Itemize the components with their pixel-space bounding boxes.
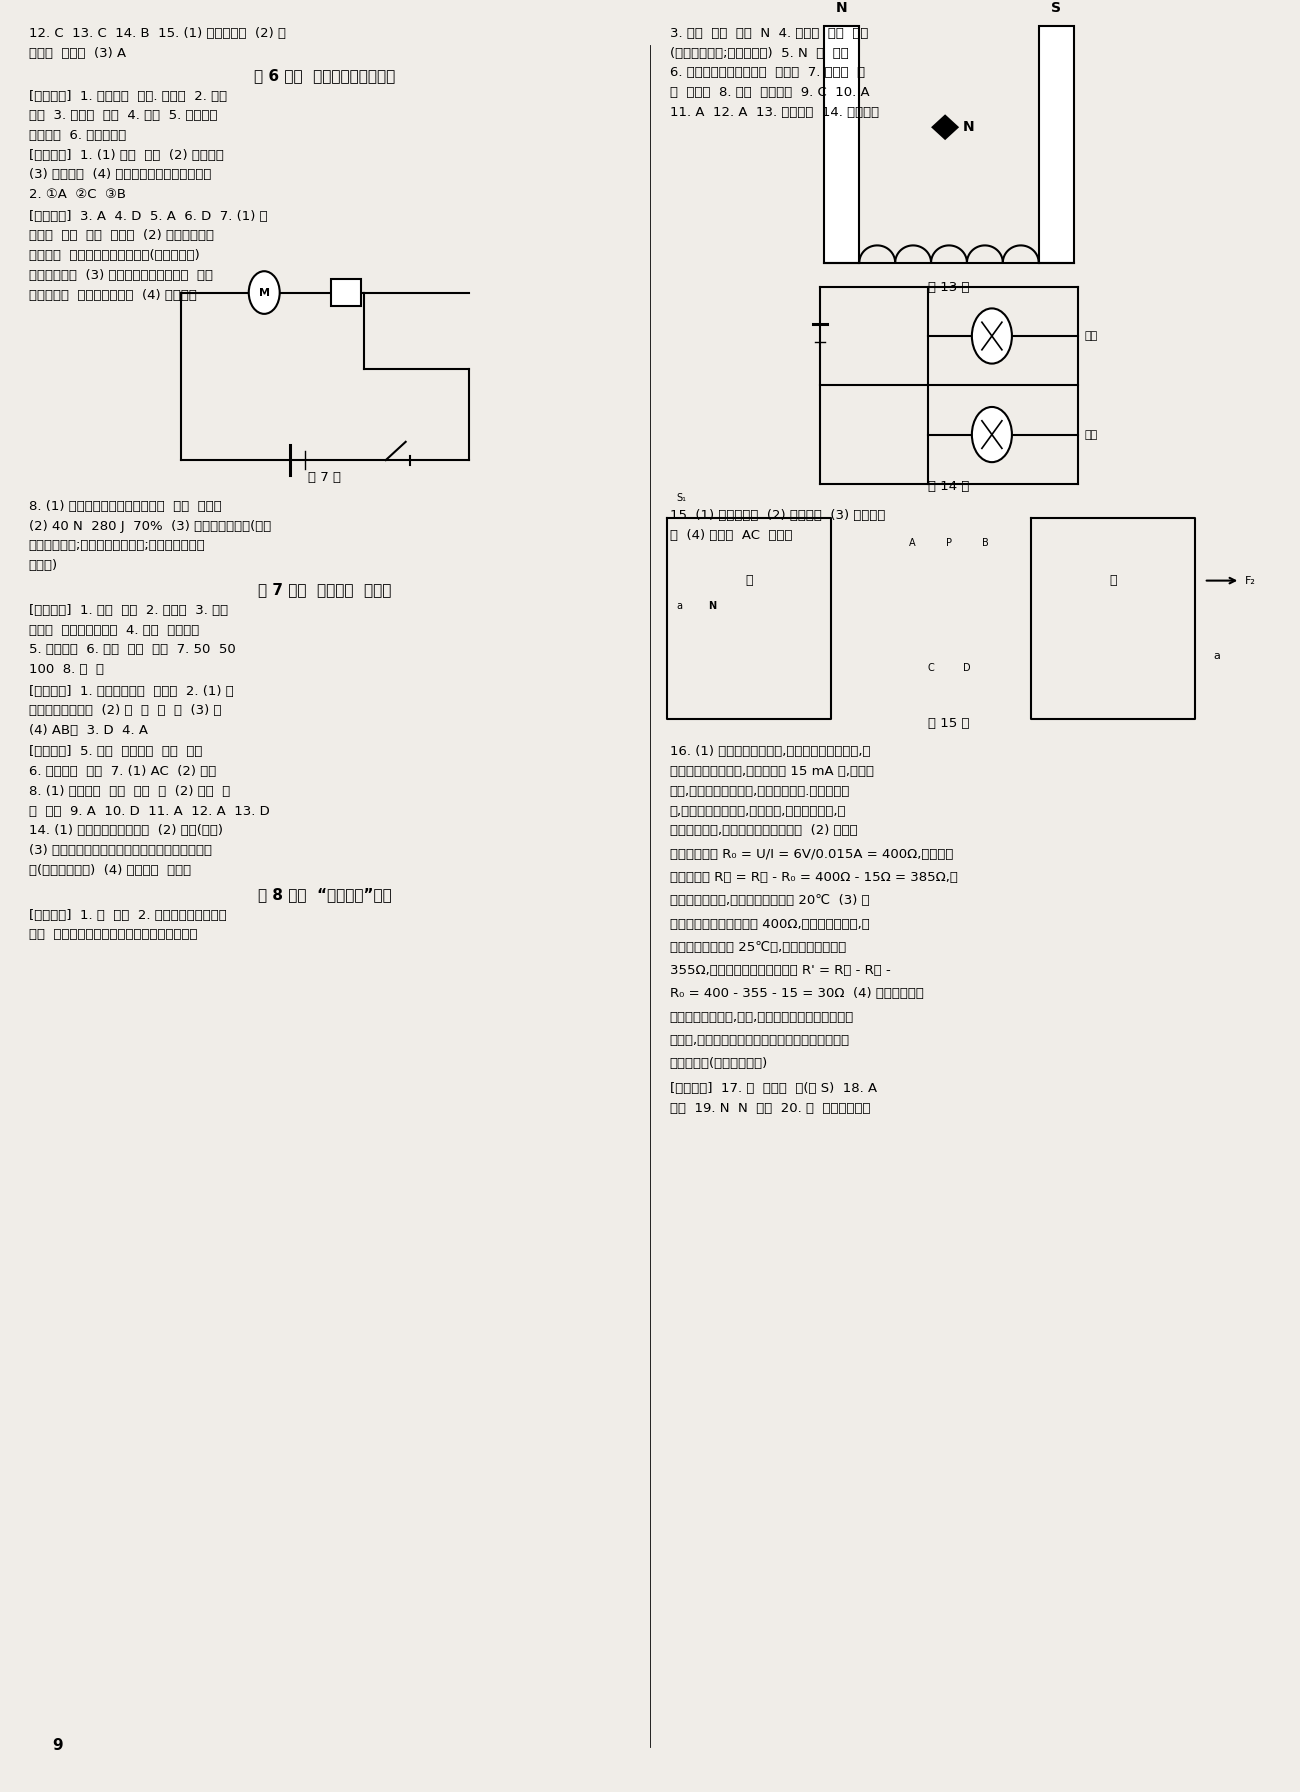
Text: 弱(答案合理即可)  (4) 左右摇动  交流电: 弱(答案合理即可) (4) 左右摇动 交流电 [29,864,191,876]
Text: 示  (4) 电池组  AC  发电机: 示 (4) 电池组 AC 发电机 [670,529,792,541]
Text: 率高等): 率高等) [29,559,57,572]
Text: B: B [982,538,989,548]
Text: 不能  19. N  N  减弱  20. 电  电磁感应现象: 不能 19. N N 减弱 20. 电 电磁感应现象 [670,1102,870,1115]
Text: S: S [1052,2,1061,16]
Text: (2) 40 N  280 J  70%  (3) 消除了尾气排放(或减: (2) 40 N 280 J 70% (3) 消除了尾气排放(或减 [29,520,270,532]
Text: 电阵的阵值 R热 = R总 - R₀ = 400Ω - 15Ω = 385Ω,对: 电阵的阵值 R热 = R总 - R₀ = 400Ω - 15Ω = 385Ω,对 [670,871,957,883]
Text: 15. (1) 如图甲所示  (2) 保护电路  (3) 如图乙所: 15. (1) 如图甲所示 (2) 保护电路 (3) 如图乙所 [670,509,885,521]
Text: R₀ = 400 - 355 - 15 = 30Ω  (4) 因为本装置启: R₀ = 400 - 355 - 15 = 30Ω (4) 因为本装置启 [670,987,923,1000]
Text: 动的电流是一定的,因此,除了可以通过改变电阵来改: 动的电流是一定的,因此,除了可以通过改变电阵来改 [670,1011,854,1023]
Text: C: C [927,663,935,674]
Text: 8. (1) 电磁感应  发电  机械  电  (2) 通电  受: 8. (1) 电磁感应 发电 机械 电 (2) 通电 受 [29,785,230,797]
Text: N: N [963,120,975,134]
Text: N: N [836,2,848,16]
Text: 磁体磁性太弱  (3) 移动滑动变阵器的滑片  对调: 磁体磁性太弱 (3) 移动滑动变阵器的滑片 对调 [29,269,213,281]
Text: 绿灯: 绿灯 [1084,332,1098,340]
Text: 甲: 甲 [745,573,753,588]
Text: 续转动  换向器  (3) A: 续转动 换向器 (3) A [29,47,126,59]
Text: 磁场方向  6. 电流的大小: 磁场方向 6. 电流的大小 [29,129,126,142]
Text: 动  发电机  8. 东西  电磁感应  9. C  10. A: 动 发电机 8. 东西 电磁感应 9. C 10. A [670,86,870,99]
Text: (3) 根据电磁铁吸引大头针的多少来判断磁性的强: (3) 根据电磁铁吸引大头针的多少来判断磁性的强 [29,844,212,857]
Text: 12. C  13. C  14. B  15. (1) 磁场对电流  (2) 持: 12. C 13. C 14. B 15. (1) 磁场对电流 (2) 持 [29,27,286,39]
Text: 乙: 乙 [1109,573,1117,588]
Text: 8. (1) 通电线圈在磁场中受力转动  化学  变阵器: 8. (1) 通电线圈在磁场中受力转动 化学 变阵器 [29,500,221,513]
Text: D: D [963,663,971,674]
Text: (4) AB棒  3. D  4. A: (4) AB棒 3. D 4. A [29,724,148,737]
Text: 吸合,右侧空调电路连通,空调开始工作.当温度下降: 吸合,右侧空调电路连通,空调开始工作.当温度下降 [670,785,850,797]
Polygon shape [931,115,959,140]
Text: 6. 磁场对电流有力的作用  电动机  7. 电动机  转: 6. 磁场对电流有力的作用 电动机 7. 电动机 转 [670,66,864,79]
Circle shape [972,308,1011,364]
Text: 空调电路断开,这样就实现了自动控制  (2) 电路启: 空调电路断开,这样就实现了自动控制 (2) 电路启 [670,824,857,837]
Bar [824,27,859,263]
Text: [课堂作业]  1. (1) 大小  速度  (2) 转动方向: [课堂作业] 1. (1) 大小 速度 (2) 转动方向 [29,149,224,161]
Text: [课后作业]  17. 磁  地磁场  南(或 S)  18. A: [课后作业] 17. 磁 地磁场 南(或 S) 18. A [670,1082,876,1095]
Text: 16. (1) 随室内温度的升高,热敏电阵的阵值减小,控: 16. (1) 随室内温度的升高,热敏电阵的阵值减小,控 [670,745,870,758]
Text: M: M [259,287,269,297]
Bar [1039,27,1074,263]
Text: 时,控制电路电流减小,电流减小,减小到一定値,使: 时,控制电路电流减小,电流减小,减小到一定値,使 [670,805,846,817]
Text: 2. ①A  ②C  ③B: 2. ①A ②C ③B [29,188,126,201]
Text: 为电路启动时的总电阵为 400Ω,由表中数据可知,空: 为电路启动时的总电阵为 400Ω,由表中数据可知,空 [670,918,870,930]
Text: [课堂作业]  1. 南  地磁  2. 通电导体周围存在着: [课堂作业] 1. 南 地磁 2. 通电导体周围存在着 [29,909,226,921]
Text: 形磁体  线圈  电刷  换向器  (2) 开始时线圈在: 形磁体 线圈 电刷 换向器 (2) 开始时线圈在 [29,229,213,242]
Text: 动时的总电阵 R₀ = U/I = 6V/0.015A = 400Ω,此时热敏: 动时的总电阵 R₀ = U/I = 6V/0.015A = 400Ω,此时热敏 [670,848,953,860]
Text: 照表格数据可知,此时的启动温度是 20℃  (3) 因: 照表格数据可知,此时的启动温度是 20℃ (3) 因 [670,894,870,907]
Text: P: P [946,538,952,548]
Text: 6. 电磁感应  机械  7. (1) AC  (2) 电源: 6. 电磁感应 机械 7. (1) AC (2) 电源 [29,765,216,778]
Text: 变电流,还可以通过将左边电源改为可调压电源来实: 变电流,还可以通过将左边电源改为可调压电源来实 [670,1034,850,1047]
Text: 第 14 题: 第 14 题 [928,480,970,493]
Text: A: A [909,538,916,548]
Text: 第 7 题: 第 7 题 [308,471,342,484]
Text: 一部分  切割磁感线运动  4. 磁场  导体运动: 一部分 切割磁感线运动 4. 磁场 导体运动 [29,624,199,636]
Text: F₂: F₂ [1245,575,1256,586]
Text: 9: 9 [52,1738,62,1753]
Text: 磁场  探究电流的磁场方向跟电流方向是否有关: 磁场 探究电流的磁场方向跟电流方向是否有关 [29,928,198,941]
Text: 第 13 题: 第 13 题 [928,281,970,294]
Text: 制电路中的电流增大,当电流达到 15 mA 时,行铁被: 制电路中的电流增大,当电流达到 15 mA 时,行铁被 [670,765,874,778]
Text: [课堂作业]  1. 做切割磁感线  发电机  2. (1) 电: [课堂作业] 1. 做切割磁感线 发电机 2. (1) 电 [29,685,234,697]
Text: [课后作业]  3. A  4. D  5. A  6. D  7. (1) 蹄: [课后作业] 3. A 4. D 5. A 6. D 7. (1) 蹄 [29,210,268,222]
Bar [330,280,361,306]
Text: 红灯: 红灯 [1084,430,1098,439]
Text: 100  8. 电  内: 100 8. 电 内 [29,663,104,676]
Text: a: a [676,600,682,611]
Text: (或电磁继电器;或电话机等)  5. N  右  送血: (或电磁继电器;或电话机等) 5. N 右 送血 [670,47,848,59]
Text: a: a [1213,650,1219,661]
Text: [知识梳理]  1. 蹄形磁体  线圈. 换向器  2. 支架: [知识梳理] 1. 蹄形磁体 线圈. 换向器 2. 支架 [29,90,226,102]
Text: 力  电动  9. A  10. D  11. A  12. A  13. D: 力 电动 9. A 10. D 11. A 12. A 13. D [29,805,269,817]
Text: (3) 转动方向  (4) 电动机线圈的转动方向不变: (3) 转动方向 (4) 电动机线圈的转动方向不变 [29,168,211,181]
Text: 调启动温度设定为 25℃时,热敏电阵的阵值为: 调启动温度设定为 25℃时,热敏电阵的阵值为 [670,941,846,953]
Text: 平衡位置  电刷与换向器接触不良(或摩擦过大): 平衡位置 电刷与换向器接触不良(或摩擦过大) [29,249,199,262]
Text: 3. 电流  越强  变少  N  4. 电磁铁  磁性  电颓: 3. 电流 越强 变少 N 4. 电磁铁 磁性 电颓 [670,27,868,39]
Text: 现对其控制(答案合理即可): 现对其控制(答案合理即可) [670,1057,768,1070]
Text: 5. 电磁感应  6. 大小  方向  交变  7. 50  50: 5. 电磁感应 6. 大小 方向 交变 7. 50 50 [29,643,235,656]
Text: S₁: S₁ [676,493,686,504]
Text: 少了热量排放;或减少了噪声污染;或能源利用的效: 少了热量排放;或减少了噪声污染;或能源利用的效 [29,539,205,552]
Circle shape [972,407,1011,462]
Text: N: N [708,600,716,611]
Text: [知识梳理]  1. 磁场  感应  2. 法拉第  3. 闭合: [知识梳理] 1. 磁场 感应 2. 法拉第 3. 闭合 [29,604,228,616]
Text: 第 7 课时  电磁感应  发电机: 第 7 课时 电磁感应 发电机 [259,582,391,597]
Text: 11. A  12. A  13. 如图所示  14. 如图所示: 11. A 12. A 13. 如图所示 14. 如图所示 [670,106,879,118]
Text: 14. (1) 线圈转速和线圈转向  (2) 机械(或动): 14. (1) 线圈转速和线圈转向 (2) 机械(或动) [29,824,222,837]
Text: 流表指针是否偏转  (2) 甲  丙  甲  乙  (3) 有: 流表指针是否偏转 (2) 甲 丙 甲 乙 (3) 有 [29,704,221,717]
Text: 355Ω,则电路中还应串联的电阵 R' = R总 - R热 -: 355Ω,则电路中还应串联的电阵 R' = R总 - R热 - [670,964,890,977]
Text: [课后作业]  5. 磁场  导体运动  改变  不变: [课后作业] 5. 磁场 导体运动 改变 不变 [29,745,202,758]
Text: 电源的两极  对调磁体的两极  (4) 如图所示: 电源的两极 对调磁体的两极 (4) 如图所示 [29,289,196,301]
Text: 第 15 题: 第 15 题 [928,717,970,729]
Text: 第 8 课时  “电磁转换”复习: 第 8 课时 “电磁转换”复习 [259,887,391,901]
Circle shape [248,271,280,314]
Text: 电刷  3. 换向器  摩擦  4. 线圈  5. 电流方向: 电刷 3. 换向器 摩擦 4. 线圈 5. 电流方向 [29,109,217,122]
Text: 第 6 课时  安装直流电动机模型: 第 6 课时 安装直流电动机模型 [255,68,395,82]
